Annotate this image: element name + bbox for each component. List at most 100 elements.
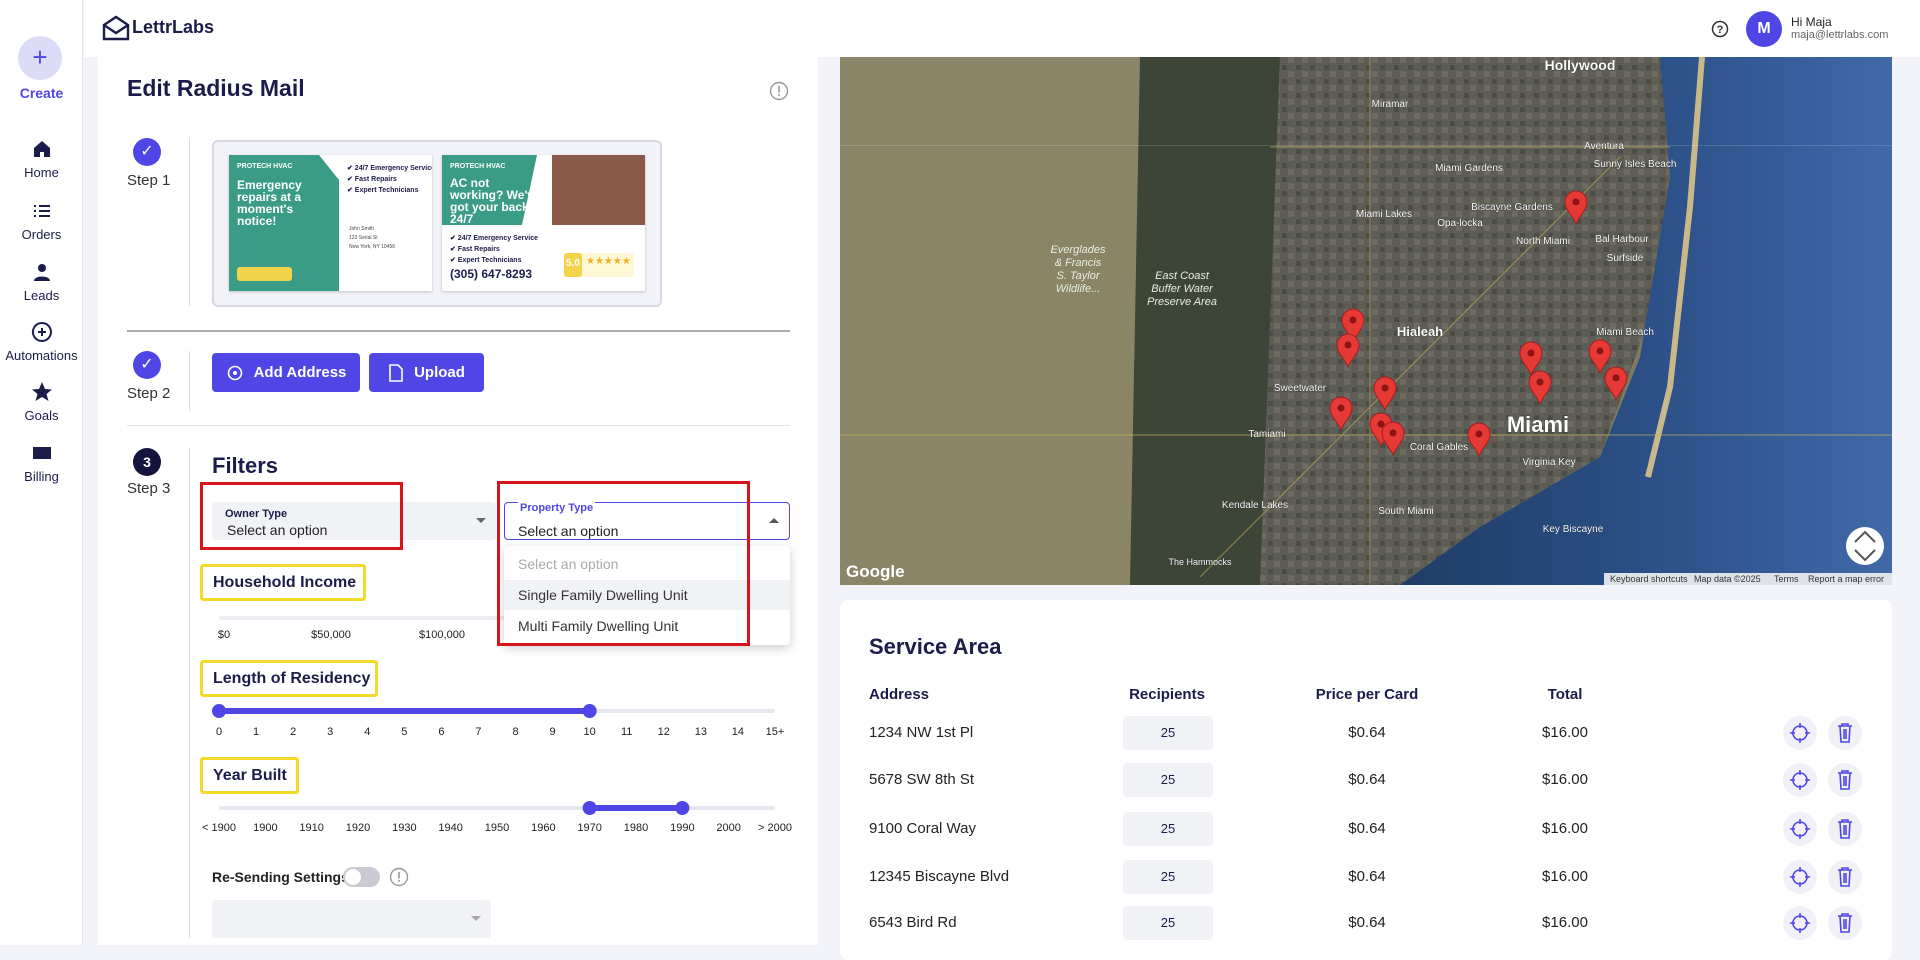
tick-label: 2	[290, 726, 297, 738]
toggle[interactable]	[343, 867, 380, 887]
locate-button[interactable]	[1782, 715, 1818, 751]
create-button[interactable]: +	[18, 36, 62, 80]
button-bg	[1783, 763, 1817, 797]
fullscreen-button[interactable]	[1846, 527, 1884, 565]
everglades	[840, 57, 1170, 585]
tick-label: 1940	[438, 822, 463, 834]
map-label-line: Preserve Area	[1147, 296, 1217, 308]
map-pin-dot	[1377, 420, 1385, 428]
field-label: Owner Type	[225, 508, 288, 520]
step-label: Step 2	[127, 385, 171, 402]
field-value: Select an option	[518, 523, 619, 539]
tick-label: 15+	[765, 726, 785, 738]
button-icon	[1790, 723, 1810, 743]
create-label[interactable]: Create	[19, 85, 64, 101]
map-label: Virginia Key	[1522, 457, 1575, 468]
delete-button[interactable]	[1827, 859, 1863, 895]
dropdown-option[interactable]: Select an option	[504, 549, 790, 579]
info-icon[interactable]	[389, 867, 409, 887]
nav-label[interactable]: Billing	[24, 469, 59, 484]
button-icon	[1790, 770, 1810, 790]
nav-label[interactable]: Home	[24, 165, 59, 180]
postcard-front: PROTECH HVAC Emergency repairs at a mome…	[229, 155, 432, 291]
logo-text[interactable]: LettrLabs	[132, 17, 215, 37]
price: $0.64	[1348, 820, 1386, 837]
locate-button[interactable]	[1782, 811, 1818, 847]
caret	[476, 518, 486, 523]
slider-thumb	[582, 704, 597, 718]
upload-button[interactable]: Upload	[369, 353, 484, 392]
nav-icon	[31, 322, 52, 342]
tick-label: 10	[583, 726, 596, 738]
map-label: Miami Beach	[1596, 327, 1654, 338]
recipients-input[interactable]: 25	[1123, 906, 1213, 940]
total: $16.00	[1542, 724, 1588, 741]
nav-label[interactable]: Leads	[23, 288, 60, 303]
slider-thumb	[675, 801, 690, 815]
step-check: ✓	[133, 138, 161, 166]
feature: ✔ Expert Technicians	[450, 257, 522, 264]
tick-label: 8	[512, 726, 519, 738]
owner-type-select[interactable]: Owner Type Select an option	[212, 502, 496, 540]
filters-title: Filters	[212, 453, 279, 478]
highlight-box	[497, 481, 750, 646]
info-icon[interactable]	[769, 81, 789, 101]
button-icon	[1790, 819, 1810, 839]
toggle-knob	[345, 869, 361, 885]
map[interactable]: Google Hollywood Miramar Aventura Sunny Isl…	[840, 57, 1892, 585]
household-income-label: Household Income	[200, 564, 366, 601]
map-pin-dot	[1572, 198, 1580, 206]
locate-button[interactable]	[1782, 859, 1818, 895]
delete-button[interactable]	[1827, 715, 1863, 751]
slider-track	[219, 806, 775, 810]
property-type-select[interactable]: Property Type Select an option	[504, 502, 790, 540]
nav-icon-shape	[34, 205, 50, 217]
tick-label: 4	[364, 726, 371, 738]
delete-button[interactable]	[1827, 905, 1863, 941]
add-address-button[interactable]: Add Address	[212, 353, 360, 392]
recipients-input[interactable]: 25	[1123, 812, 1213, 846]
sliders[interactable]	[200, 700, 800, 840]
slider-range	[219, 708, 590, 714]
help-icon[interactable]: ?	[1711, 20, 1729, 38]
button-label: Upload	[414, 364, 465, 381]
button-bg	[1783, 860, 1817, 894]
map-label: Key Biscayne	[1543, 524, 1604, 535]
tick-label: 1980	[623, 822, 649, 834]
nav-label[interactable]: Orders	[21, 227, 62, 242]
map-label: Hialeah	[1397, 324, 1443, 339]
avatar[interactable]: M	[1746, 11, 1782, 47]
fullscreen-icon	[1854, 530, 1876, 562]
resending-select[interactable]	[212, 900, 491, 938]
button-bg	[1828, 812, 1862, 846]
dropdown-option[interactable]: Multi Family Dwelling Unit	[504, 611, 790, 641]
recipients-input[interactable]: 25	[1123, 763, 1213, 797]
year-built-label: Year Built	[200, 757, 299, 794]
nav-label[interactable]: Goals	[24, 408, 59, 423]
locate-button[interactable]	[1782, 762, 1818, 798]
recipients-input[interactable]: 25	[1123, 860, 1213, 894]
map-logo: Google	[846, 562, 905, 581]
tick-label: 14	[731, 726, 745, 738]
locate-button[interactable]	[1782, 905, 1818, 941]
delete-button[interactable]	[1827, 762, 1863, 798]
map-label: South Miami	[1378, 506, 1434, 517]
tick-label: 1900	[253, 822, 278, 834]
delete-button[interactable]	[1827, 811, 1863, 847]
map-label: The Hammocks	[1168, 557, 1232, 567]
button-label: Add Address	[253, 364, 347, 381]
tick-label: 13	[694, 726, 707, 738]
nav-label[interactable]: Automations	[5, 348, 78, 363]
recipients-input[interactable]: 25	[1123, 716, 1213, 750]
map-label: Coral Gables	[1410, 442, 1468, 453]
nav-icon	[32, 382, 52, 401]
map-label: Tamiami	[1248, 429, 1285, 440]
map-label-line: & Francis	[1055, 257, 1102, 269]
button-bg	[1783, 812, 1817, 846]
tick-label: 1	[253, 726, 260, 738]
step-label: Step 1	[127, 172, 171, 189]
dropdown-option[interactable]: Single Family Dwelling Unit	[504, 580, 790, 610]
total: $16.00	[1542, 868, 1588, 885]
total: $16.00	[1542, 820, 1588, 837]
map-label: East Coast Buffer Water Preserve Area	[1147, 270, 1217, 308]
